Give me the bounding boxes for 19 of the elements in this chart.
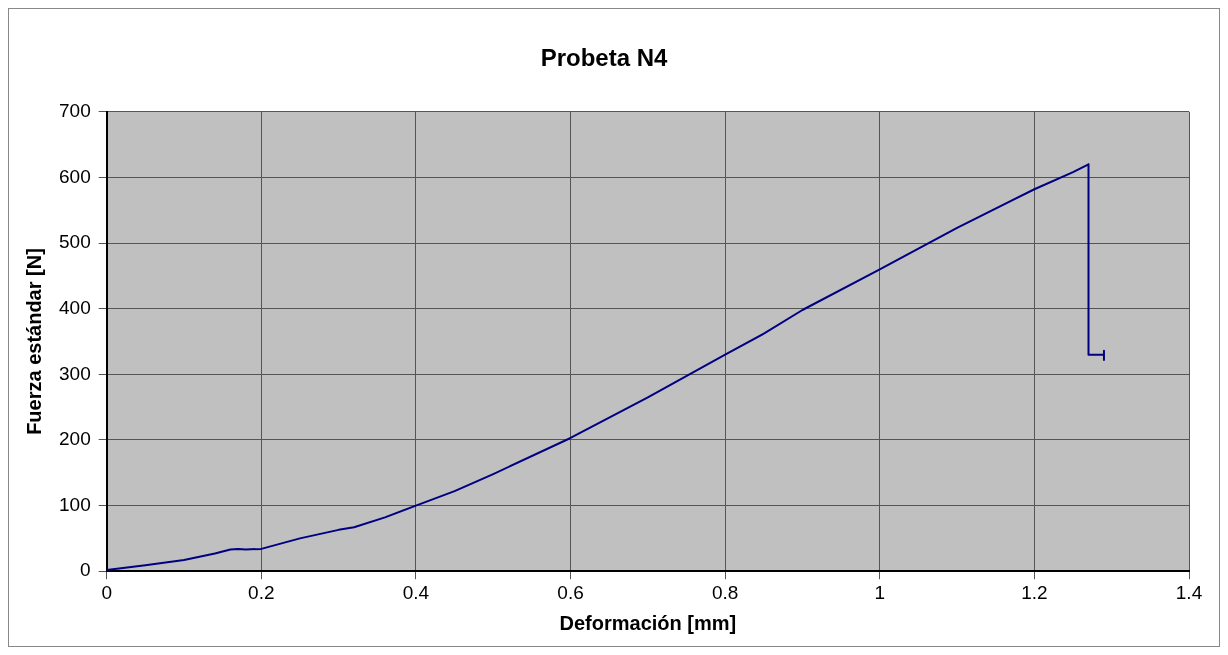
x-tick-label: 0.2 [248,581,275,603]
x-tick-label: 0.6 [557,581,584,603]
x-axis-title: Deformación [mm] [559,611,737,634]
y-tick-label: 300 [59,362,91,384]
y-tick-label: 400 [59,296,91,318]
x-tick-label: 1.4 [1175,581,1203,603]
x-tick-label: 0 [101,581,112,603]
y-tick-label: 0 [80,559,91,581]
y-axis-title: Fuerza estándar [N] [22,248,45,435]
y-tick-label: 600 [59,165,91,187]
y-tick-label: 700 [59,100,91,122]
x-tick-label: 1.2 [1021,581,1048,603]
y-tick-label: 500 [59,231,91,253]
x-tick-label: 0.4 [402,581,430,603]
y-tick-label: 200 [59,428,91,450]
x-tick-label: 0.8 [711,581,739,603]
chart-title: Probeta N4 [540,44,668,72]
x-tick-label: 1 [874,581,886,603]
y-tick-label: 100 [59,493,91,515]
